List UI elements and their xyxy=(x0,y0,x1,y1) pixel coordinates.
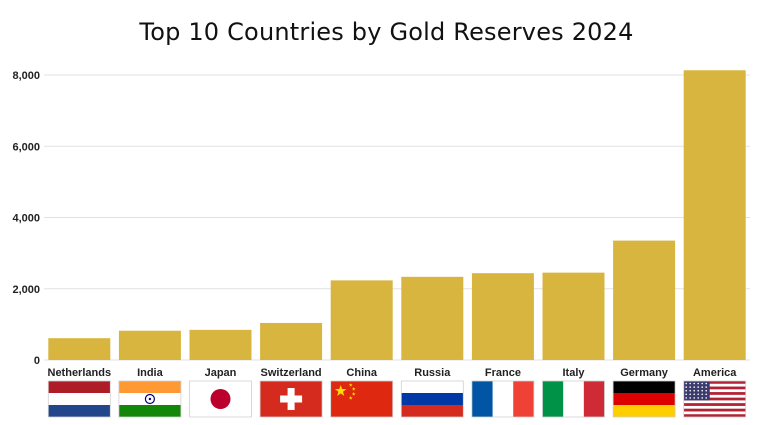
bar-russia xyxy=(401,276,464,360)
bar-america xyxy=(683,70,746,360)
bar-china xyxy=(330,280,393,360)
netherlands-flag-icon xyxy=(47,380,111,418)
category-label: Italy xyxy=(562,367,585,379)
bar-germany xyxy=(613,240,676,360)
y-tick-label: 0 xyxy=(34,355,40,367)
category-label: Germany xyxy=(620,367,669,379)
category-label: Netherlands xyxy=(48,367,112,379)
y-axis-ticks: 0 2,000 4,000 6,000 8,000 xyxy=(12,70,40,367)
y-tick-label: 4,000 xyxy=(12,213,40,225)
category-label: America xyxy=(693,367,737,379)
flags xyxy=(47,380,747,418)
switzerland-flag-icon xyxy=(259,380,323,418)
y-tick-label: 2,000 xyxy=(12,284,40,296)
russia-flag-icon xyxy=(400,380,464,418)
germany-flag-icon xyxy=(612,380,676,418)
category-label: Russia xyxy=(414,367,451,379)
bar-switzerland xyxy=(260,322,323,360)
bar-netherlands xyxy=(48,338,111,360)
japan-flag-icon xyxy=(189,380,252,418)
y-tick-label: 8,000 xyxy=(12,70,40,82)
category-label: China xyxy=(346,367,377,379)
category-label: France xyxy=(485,367,521,379)
usa-flag-icon xyxy=(683,380,747,418)
category-labels: Netherlands India Japan Switzerland China Rus… xyxy=(48,367,738,379)
france-flag-icon xyxy=(471,380,535,418)
category-label: Japan xyxy=(205,367,237,379)
category-label: Switzerland xyxy=(261,367,322,379)
india-flag-icon xyxy=(118,380,182,418)
bar-india xyxy=(118,330,181,360)
china-flag-icon xyxy=(330,380,394,418)
bar-italy xyxy=(542,272,605,360)
category-label: India xyxy=(137,367,164,379)
italy-flag-icon xyxy=(542,380,605,418)
bar-japan xyxy=(189,329,252,360)
bar-france xyxy=(471,273,534,360)
y-tick-label: 6,000 xyxy=(12,141,40,153)
bars xyxy=(48,70,746,360)
chart-title: Top 10 Countries by Gold Reserves 2024 xyxy=(139,18,634,46)
